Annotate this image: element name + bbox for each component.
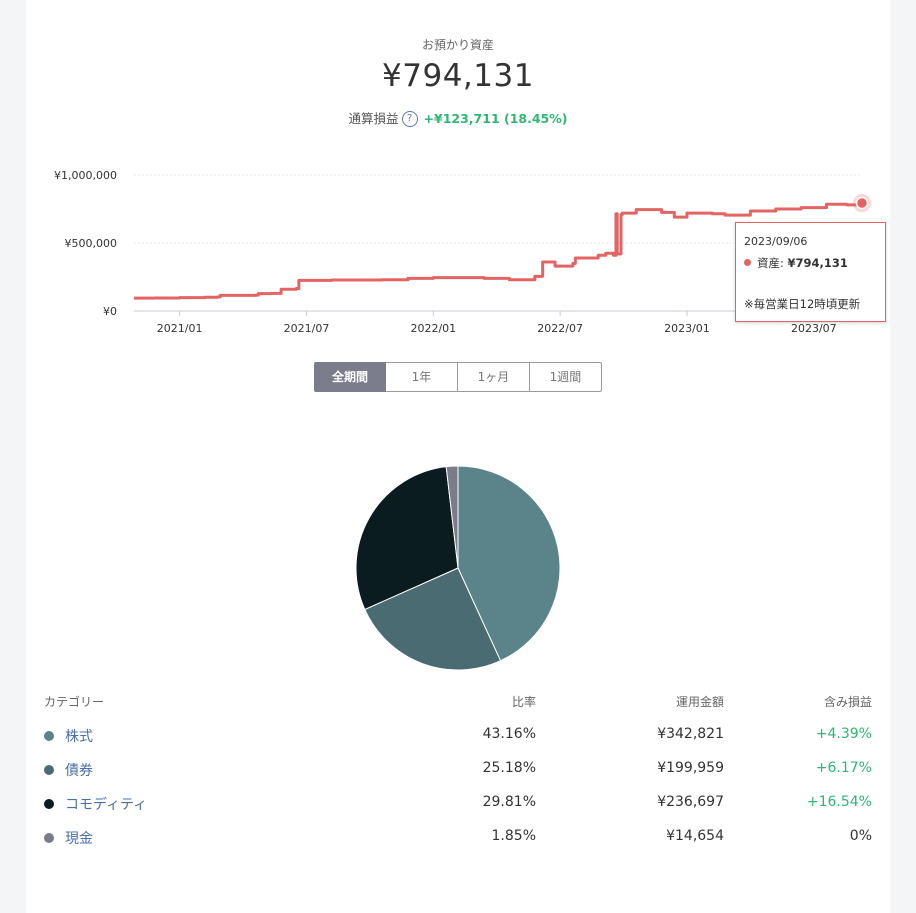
table-row: 現金 1.85% ¥14,654 0% xyxy=(44,816,872,850)
chart-tooltip: 2023/09/06 資産: ¥794,131 ※毎営業日12時頃更新 xyxy=(735,222,886,322)
category-link[interactable]: 株式 xyxy=(65,728,93,745)
ratio-cell: 25.18% xyxy=(482,759,536,776)
category-cell: コモディティ xyxy=(44,794,147,814)
pie-slice-0[interactable] xyxy=(457,465,561,662)
pl-cell: +6.17% xyxy=(815,759,872,776)
allocation-table: カテゴリー 比率 運用金額 含み損益 株式 43.16% ¥342,821 +4.39… xyxy=(44,690,872,850)
y-tick-label: ¥500,000 xyxy=(65,237,118,250)
total-pl-row: 通算損益? +¥123,711 (18.45%) xyxy=(26,108,890,128)
table-row: 債券 25.18% ¥199,959 +6.17% xyxy=(44,748,872,782)
tooltip-update-note: ※毎営業日12時頃更新 xyxy=(744,297,861,311)
category-color-dot xyxy=(44,764,54,775)
y-tick-label: ¥1,000,000 xyxy=(54,169,117,182)
table-row: コモディティ 29.81% ¥236,697 +16.54% xyxy=(44,782,872,816)
x-tick-label: 2021/07 xyxy=(284,322,330,335)
category-link[interactable]: 債券 xyxy=(65,762,93,779)
range-tabs: 全期間 1年 1ヶ月 1週間 xyxy=(314,362,602,392)
tooltip-date: 2023/09/06 xyxy=(744,235,808,248)
tab-1-month[interactable]: 1ヶ月 xyxy=(458,362,530,392)
x-tick-label: 2021/01 xyxy=(157,322,203,335)
pl-cell: 0% xyxy=(849,827,872,844)
help-icon[interactable]: ? xyxy=(401,110,418,127)
header-pl: 含み損益 xyxy=(823,695,872,709)
allocation-pie-chart[interactable] xyxy=(354,464,562,672)
category-link[interactable]: コモディティ xyxy=(65,796,148,813)
tooltip-value: ¥794,131 xyxy=(787,256,848,270)
pie-slice-1[interactable] xyxy=(364,567,502,671)
pie-slice-3[interactable] xyxy=(445,465,459,569)
ratio-cell: 29.81% xyxy=(482,793,536,810)
asset-line-chart[interactable]: ¥1,000,000 ¥500,000 ¥0 2021/01 2021/07 2022/0… xyxy=(26,160,890,345)
total-pl-label: 通算損益 xyxy=(348,111,399,126)
tooltip-series-label: 資産: xyxy=(757,256,788,270)
category-cell: 株式 xyxy=(44,726,93,746)
tab-all-period[interactable]: 全期間 xyxy=(314,362,386,392)
y-tick-label: ¥0 xyxy=(103,305,117,318)
amount-cell: ¥14,654 xyxy=(666,827,724,844)
header-amount: 運用金額 xyxy=(675,695,724,709)
tab-1-year[interactable]: 1年 xyxy=(386,362,458,392)
category-color-dot xyxy=(44,832,54,843)
total-pl-value: +¥123,711 (18.45%) xyxy=(423,111,568,126)
header-ratio: 比率 xyxy=(511,695,536,709)
x-tick-label: 2022/01 xyxy=(410,322,456,335)
x-tick-label: 2023/07 xyxy=(791,322,837,335)
ratio-cell: 43.16% xyxy=(482,725,536,742)
table-body: 株式 43.16% ¥342,821 +4.39% 債券 25.18% ¥199,959 +6… xyxy=(44,714,872,850)
pl-cell: +16.54% xyxy=(806,793,872,810)
amount-cell: ¥199,959 xyxy=(657,759,724,776)
amount-cell: ¥236,697 xyxy=(657,793,724,810)
tooltip-series-dot xyxy=(744,259,751,266)
amount-cell: ¥342,821 xyxy=(657,725,724,742)
assets-value: ¥794,131 xyxy=(382,58,534,94)
portfolio-card: お預かり資産 ¥794,131 通算損益? +¥123,711 (18.45%) … xyxy=(26,0,890,913)
x-tick-label: 2022/07 xyxy=(537,322,583,335)
tab-1-week[interactable]: 1週間 xyxy=(530,362,602,392)
header-category: カテゴリー xyxy=(44,695,105,709)
category-cell: 現金 xyxy=(44,828,93,848)
category-cell: 債券 xyxy=(44,760,93,780)
table-row: 株式 43.16% ¥342,821 +4.39% xyxy=(44,714,872,748)
hover-point[interactable] xyxy=(855,196,869,210)
asset-series-line xyxy=(134,202,864,300)
pie-slice-2[interactable] xyxy=(355,466,459,611)
ratio-cell: 1.85% xyxy=(491,827,536,844)
x-tick-label: 2023/01 xyxy=(664,322,710,335)
assets-label: お預かり資産 xyxy=(421,38,494,52)
category-color-dot xyxy=(44,730,54,741)
category-link[interactable]: 現金 xyxy=(65,830,93,847)
tooltip-value-row: 資産: ¥794,131 xyxy=(744,255,848,271)
pl-cell: +4.39% xyxy=(815,725,872,742)
category-color-dot xyxy=(44,798,54,809)
table-header: カテゴリー 比率 運用金額 含み損益 xyxy=(44,690,872,714)
